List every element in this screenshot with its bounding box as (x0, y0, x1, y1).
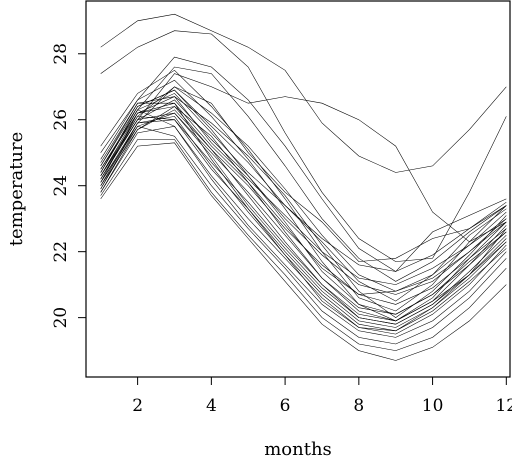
series-line-8 (100, 112, 507, 315)
series-line-26 (100, 102, 507, 332)
series-line-2 (100, 30, 507, 262)
x-axis: 2 4 6 8 10 12 (132, 377, 512, 416)
series-line-25 (100, 112, 507, 325)
series-line-1 (100, 13, 507, 173)
series-line-4 (100, 73, 507, 243)
x-tick-label: 4 (206, 396, 217, 416)
series-line-7 (100, 102, 507, 295)
plot-frame (85, 0, 511, 378)
series-line-24 (100, 116, 507, 332)
series-line-30 (100, 89, 507, 315)
y-tick-label: 22 (51, 241, 71, 263)
y-tick-label: 28 (51, 43, 71, 65)
series-line-17 (100, 89, 507, 272)
series-layer (100, 13, 507, 361)
series-line-16 (100, 96, 507, 285)
x-tick-label: 12 (495, 396, 512, 416)
x-tick-label: 2 (132, 396, 143, 416)
series-line-14 (100, 139, 507, 351)
series-line-18 (100, 99, 507, 295)
x-tick-label: 8 (353, 396, 364, 416)
x-axis-label: months (264, 439, 332, 460)
series-line-28 (100, 66, 507, 282)
series-line-6 (100, 93, 507, 302)
series-line-15 (100, 142, 507, 361)
series-line-3 (100, 56, 507, 272)
x-tick-label: 6 (280, 396, 291, 416)
y-tick-label: 26 (51, 109, 71, 131)
series-line-9 (100, 119, 507, 322)
y-tick-label: 24 (51, 175, 71, 197)
y-tick-label: 20 (51, 307, 71, 329)
y-axis-label: temperature (6, 132, 27, 247)
series-line-10 (100, 116, 507, 328)
y-axis: 20 22 24 26 28 (51, 43, 86, 328)
series-line-20 (100, 96, 507, 318)
series-line-22 (100, 79, 507, 322)
series-line-13 (100, 125, 507, 345)
series-line-29 (100, 106, 507, 322)
series-line-5 (100, 86, 507, 262)
series-line-12 (100, 109, 507, 338)
x-tick-label: 10 (422, 396, 444, 416)
series-line-23 (100, 106, 507, 325)
